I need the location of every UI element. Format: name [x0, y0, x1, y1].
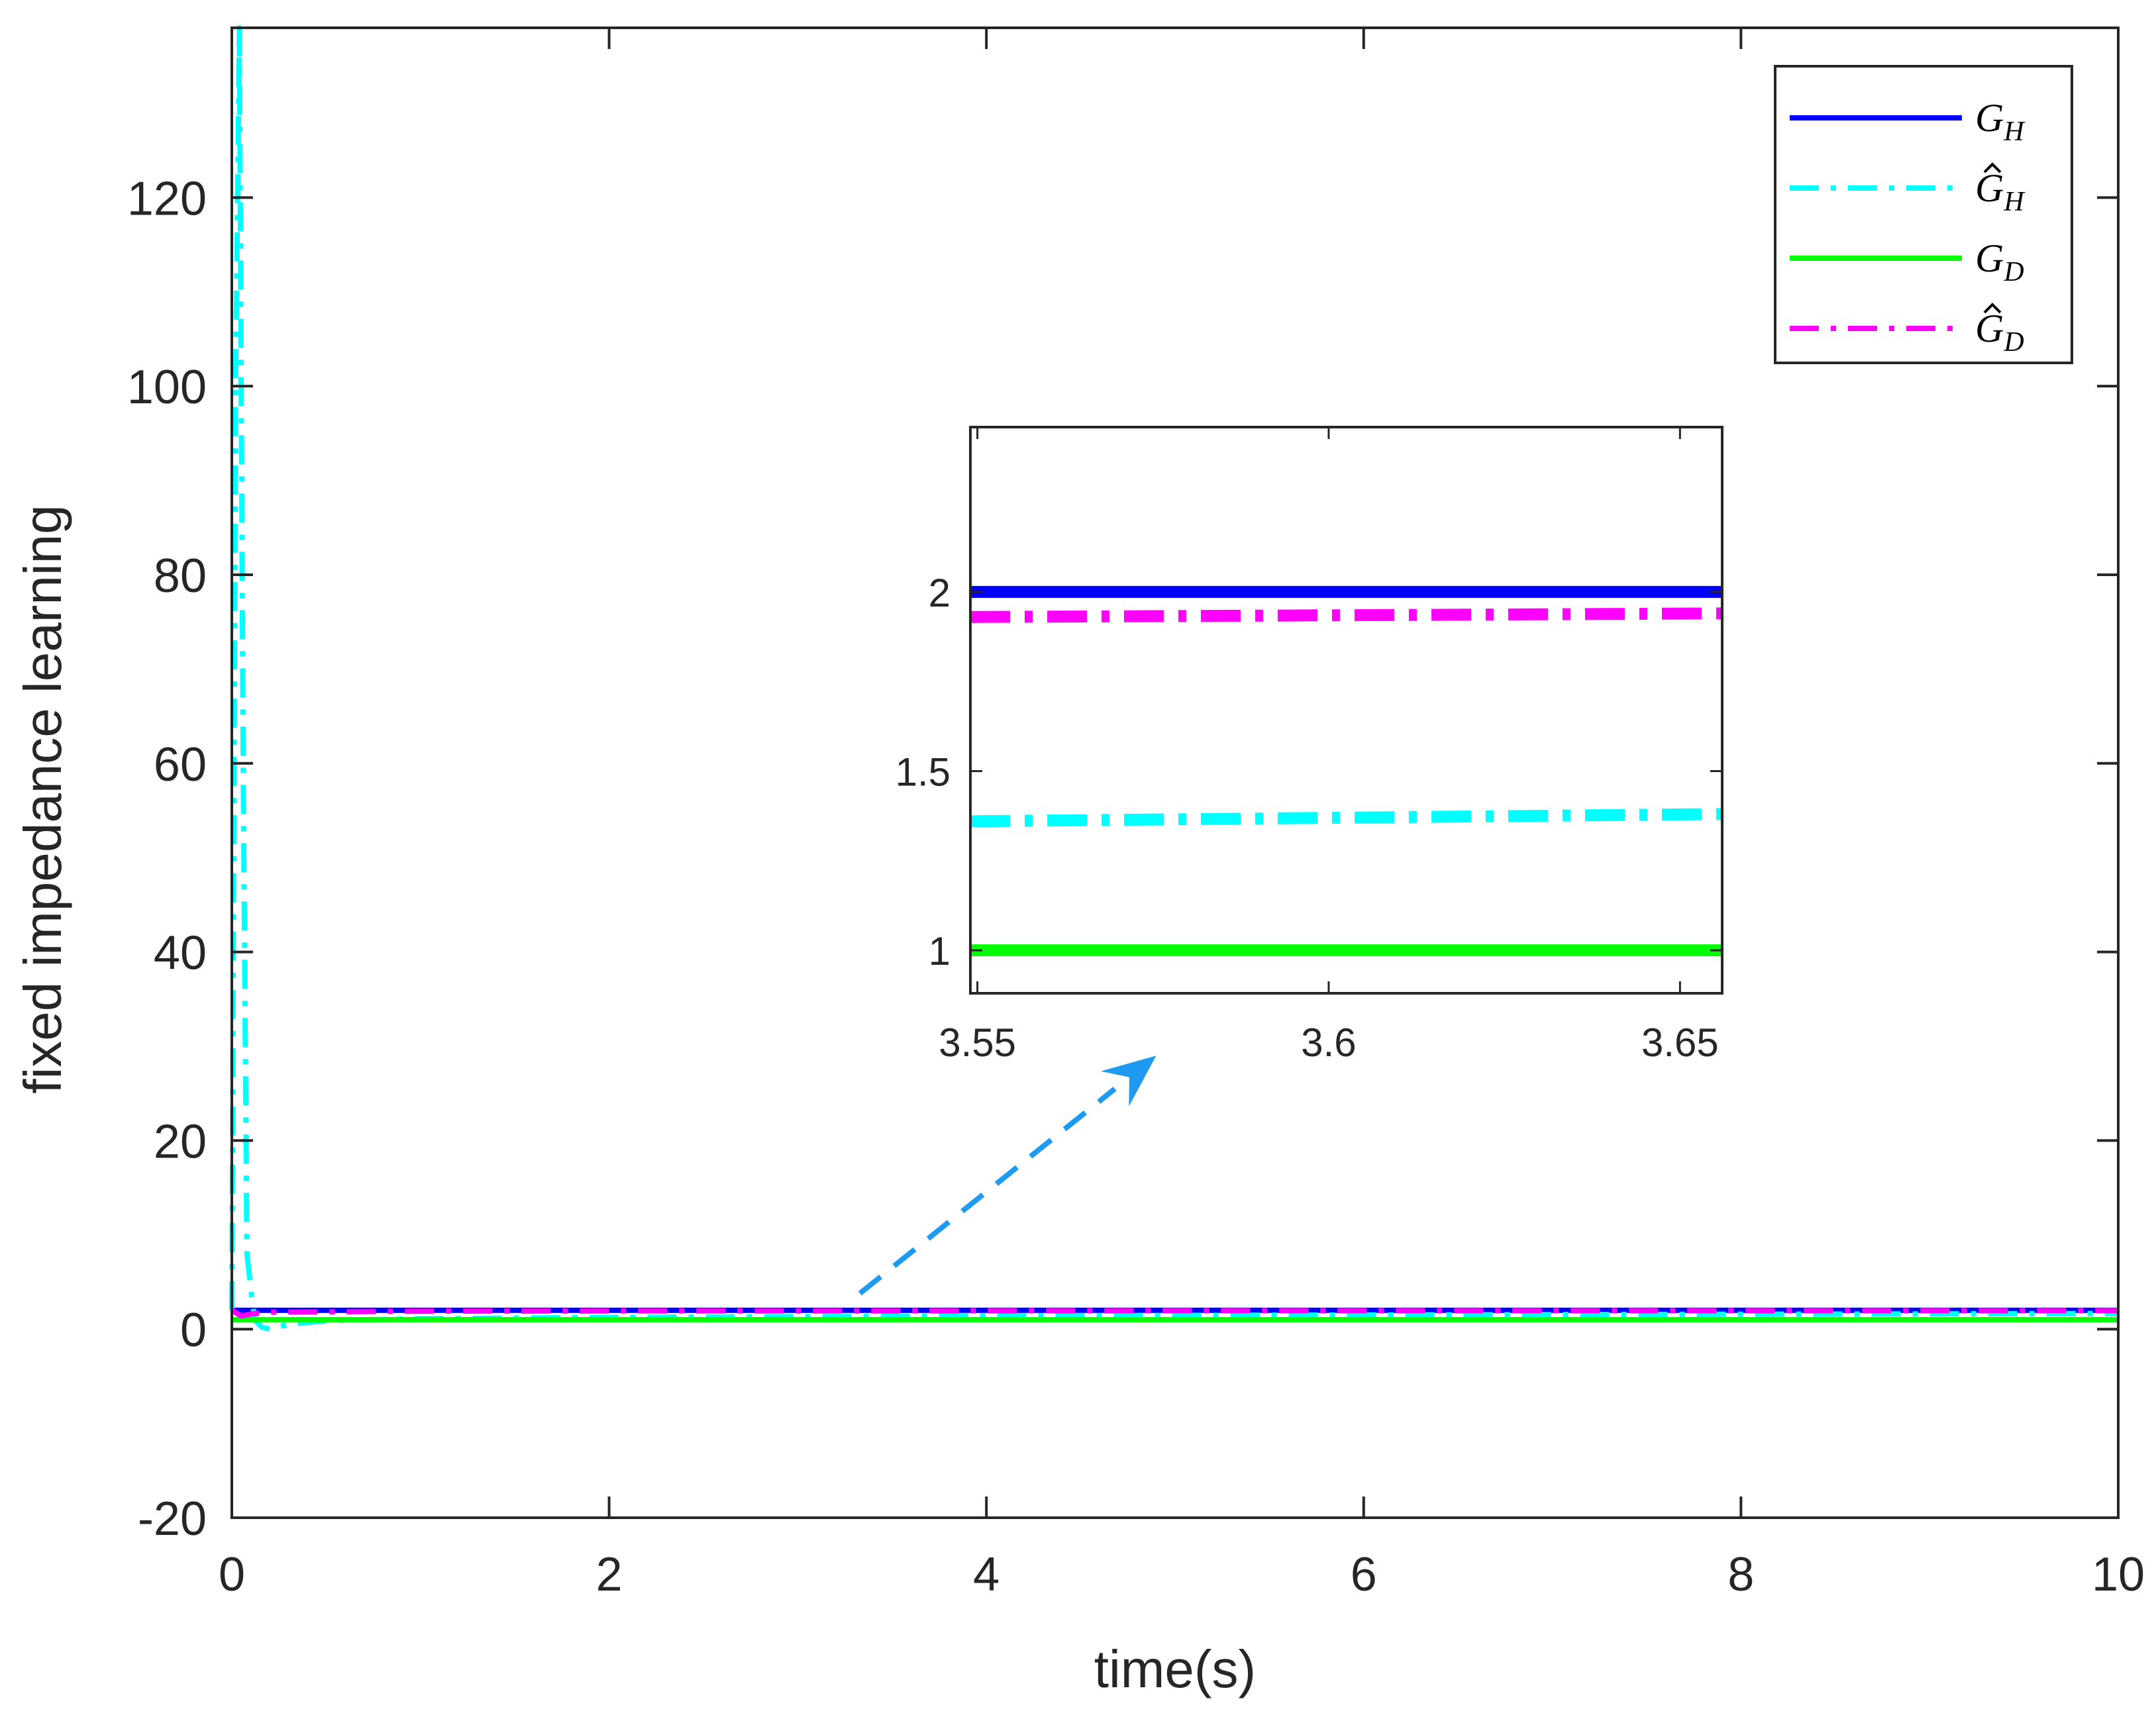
legend: GH GH GD GD	[1774, 65, 2073, 364]
inset-series-line-4	[970, 607, 1723, 623]
inset-y-tick-label: 1	[929, 929, 950, 973]
legend-label-1: GH	[1975, 96, 2026, 147]
inset-x-tick-label: 3.6	[1301, 1020, 1356, 1065]
inset-x-tick-label: 3.65	[1641, 1020, 1719, 1065]
legend-hat-2	[1983, 162, 2002, 173]
main-series-line-2	[229, 25, 2119, 1332]
x-tick-label: 10	[2092, 1548, 2145, 1601]
arrow-shaft	[858, 1087, 1117, 1296]
y-tick-label: 60	[154, 738, 207, 791]
main-ticks-group	[231, 28, 2120, 1519]
y-tick-label: 0	[180, 1304, 207, 1357]
x-axis-label: time(s)	[1094, 1640, 1256, 1698]
legend-hat-4	[1983, 303, 2002, 314]
arrow-head	[1100, 1056, 1156, 1107]
x-tick-label: 4	[973, 1548, 1000, 1601]
y-tick-label: 120	[127, 172, 207, 225]
inset-x-tick-label: 3.55	[939, 1020, 1016, 1065]
y-tick-label: 80	[154, 550, 207, 603]
inset-axes-frame	[969, 426, 1723, 995]
legend-label-3: GD	[1975, 236, 2024, 287]
x-tick-label: 8	[1727, 1548, 1754, 1601]
inset-plot: 3.55 3.6 3.65 1 1.5 2	[896, 426, 1723, 1065]
inset-series-line-2	[970, 808, 1723, 828]
legend-label-2: GH	[1975, 166, 2026, 217]
legend-entries: GH GH GD GD	[1790, 96, 2026, 358]
legend-label-4: GD	[1975, 307, 2024, 358]
inset-y-tick-label: 2	[929, 571, 950, 615]
x-tick-label: 0	[219, 1548, 245, 1601]
y-tick-label: 40	[154, 927, 207, 980]
main-series-group	[229, 25, 2119, 1332]
y-axis-label: fixed impedance learning	[13, 505, 72, 1093]
inset-axes-background	[970, 427, 1722, 993]
inset-series-group	[970, 585, 1723, 957]
main-series-line-4	[230, 1308, 2119, 1319]
inset-y-tick-label: 1.5	[896, 750, 950, 794]
y-tick-label: -20	[138, 1493, 207, 1546]
legend-box	[1774, 65, 2073, 364]
inset-ticks-group	[970, 427, 1722, 993]
inset-tick-labels-group: 3.55 3.6 3.65 1 1.5 2	[896, 571, 1719, 1065]
y-tick-label: 20	[154, 1115, 207, 1168]
y-tick-label: 100	[127, 361, 207, 414]
main-axes-frame	[231, 26, 2120, 1519]
x-tick-label: 2	[596, 1548, 623, 1601]
zoom-arrow-annotation	[858, 1056, 1156, 1296]
x-tick-label: 6	[1351, 1548, 1377, 1601]
